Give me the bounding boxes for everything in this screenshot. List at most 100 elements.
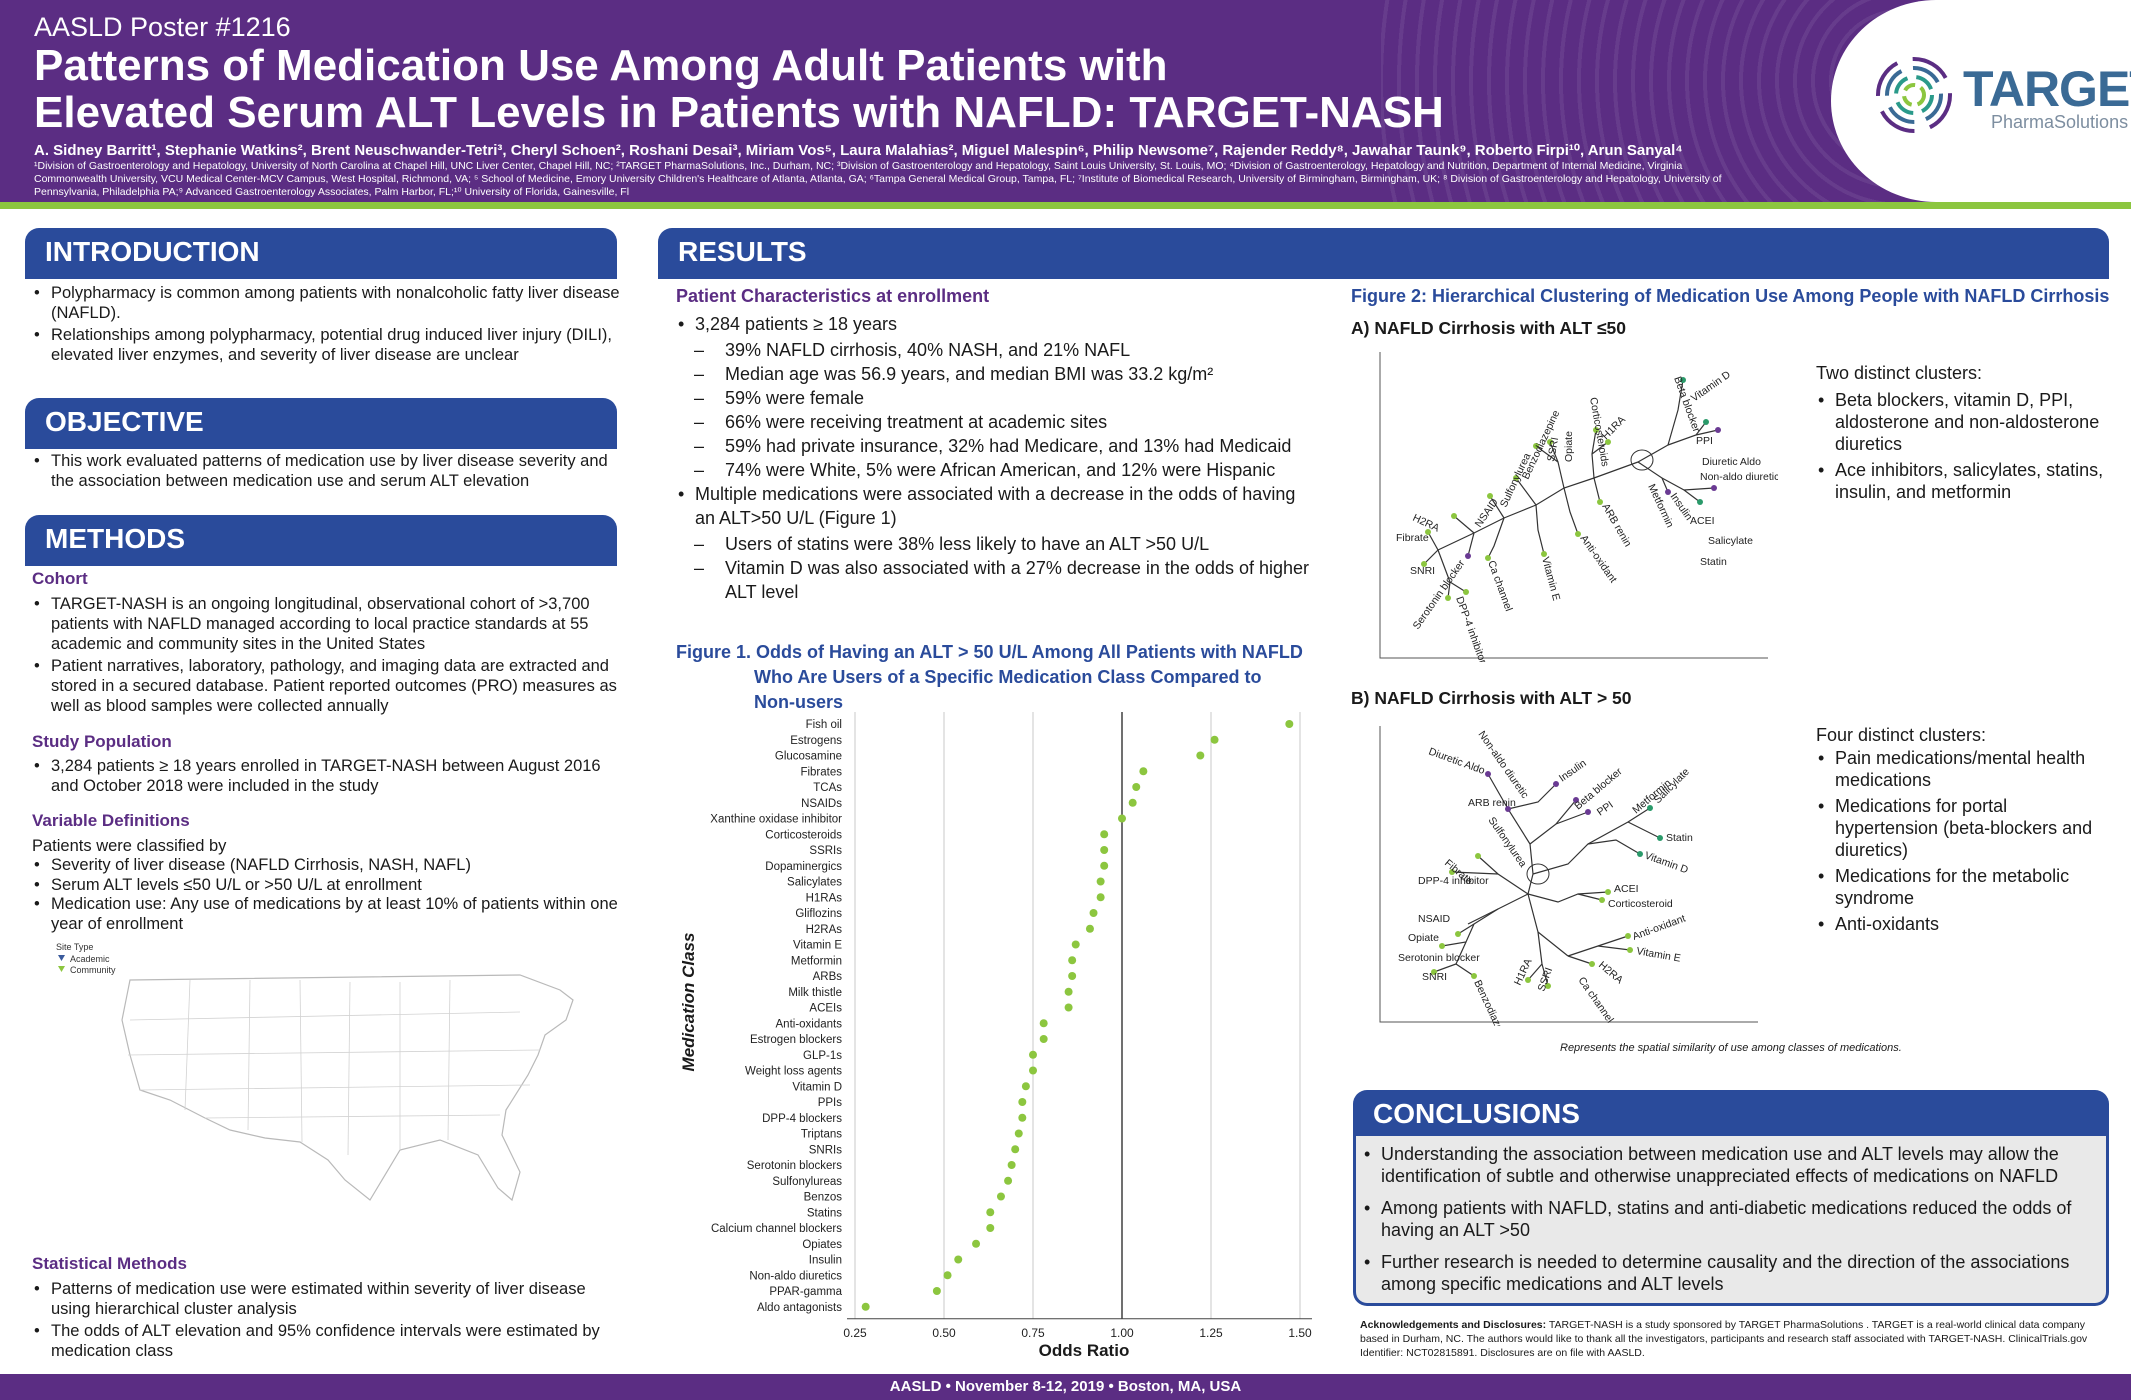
odds-ratio-point [972, 1239, 981, 1248]
odds-ratio-point [1089, 909, 1098, 917]
objective-heading: OBJECTIVE [25, 398, 617, 449]
leaf-label: ACEI [1690, 515, 1715, 527]
dendrogram-a-leaf-points [1421, 377, 1721, 601]
figure-2a-intro: Two distinct clusters: [1816, 363, 1983, 383]
poster-title-line-2: Elevated Serum ALT Levels in Patients wi… [34, 88, 1444, 137]
odds-ratio-point [932, 1287, 941, 1295]
medication-class-label: Salicylates [787, 877, 842, 889]
logo-panel: TARGET PharmaSolutions [1831, 0, 2131, 202]
medication-class-label: Milk thistle [788, 987, 842, 999]
logo-wordmark: TARGET [1963, 61, 2131, 117]
medication-class-label: Insulin [809, 1255, 842, 1267]
conclusions-list: Understanding the association between me… [1362, 1143, 2097, 1297]
us-site-map: Site Type Academic Community [56, 942, 574, 1202]
results-bullet: Multiple medications were associated wit… [676, 482, 1316, 530]
medication-class-labels: Fish oil Estrogens Glucosamine Fibrates TCAs… [710, 719, 842, 1314]
leaf-label: Ca channel [1485, 559, 1514, 613]
medication-class-label: Triptans [801, 1129, 842, 1141]
odds-ratio-point [1118, 814, 1126, 823]
odds-ratio-point [1064, 987, 1073, 996]
statistical-methods-subheading: Statistical Methods [32, 1254, 187, 1273]
medication-class-label: Xanthine oxidase inhibitor [710, 814, 842, 826]
leaf-label: PPI [1696, 435, 1713, 447]
medication-class-label: Calcium channel blockers [711, 1223, 842, 1235]
leaf-label: PPI [1595, 799, 1616, 819]
leaf-label: Ca channel [1576, 975, 1616, 1025]
results-subbullet: 59% were female [676, 386, 1316, 410]
dendrogram-b-branches [1433, 773, 1661, 987]
statistical-methods-bullet: The odds of ALT elevation and 95% confid… [32, 1321, 628, 1361]
odds-ratio-point [1096, 893, 1105, 902]
leaf-label: Serotonin blocker [1398, 952, 1480, 964]
leaf-label: SSRI [1536, 966, 1556, 993]
conclusions-heading: CONCLUSIONS [1353, 1090, 2109, 1141]
poster-title-line-1: Patterns of Medication Use Among Adult P… [34, 41, 1168, 90]
medication-class-label: Vitamin E [793, 940, 842, 952]
leaf-label: SNRI [1422, 971, 1447, 983]
medication-class-label: Fibrates [800, 766, 842, 778]
leaf-label: Statin [1700, 556, 1727, 568]
medication-class-label: H2RAs [806, 924, 843, 936]
medication-class-label: TCAs [813, 782, 842, 794]
poster-number: AASLD Poster #1216 [34, 12, 291, 42]
medication-class-label: SSRIs [809, 845, 842, 857]
dendrogram-alt-gt-50: Non-aldo diuretic Diuretic Aldo Insulin … [1379, 726, 1758, 1026]
poster-title: Patterns of Medication Use Among Adult P… [34, 42, 1514, 136]
study-population-subheading: Study Population [32, 732, 172, 751]
results-bullet: 3,284 patients ≥ 18 years [676, 312, 1316, 336]
medication-class-label: PPAR-gamma [769, 1286, 842, 1298]
figure-1-title-line-3: Non-users [754, 692, 844, 712]
leaf-label: Metformin [1645, 482, 1676, 530]
leaf-label: Diuretic Aldo [1702, 456, 1761, 468]
leaf-label: Statin [1666, 832, 1693, 844]
leaf-label: Vitamin E [1635, 945, 1681, 965]
dendrogram-a-branches [1423, 379, 1719, 599]
map-legend-academic: Academic [70, 954, 110, 964]
medication-class-label: Non-aldo diuretics [749, 1270, 842, 1282]
variable-definition-bullet: Serum ALT levels ≤50 U/L or >50 U/L at e… [32, 876, 628, 896]
leaf-label: DPP-4 inhibitor [1453, 595, 1489, 662]
state-borders [127, 979, 541, 1156]
odds-ratio-point [986, 1224, 995, 1232]
introduction-heading: INTRODUCTION [25, 228, 617, 279]
leaf-label: Vitamin D [1643, 850, 1690, 877]
odds-ratio-point [986, 1208, 995, 1217]
cohort-subheading: Cohort [32, 569, 88, 588]
dendrogram-frame [1379, 726, 1758, 1023]
objective-list: This work evaluated patterns of medicati… [32, 451, 622, 493]
cluster-description-bullet: Medications for the metabolic syndrome [1816, 865, 2106, 909]
affiliation-list: ¹Division of Gastroenterology and Hepato… [34, 160, 1722, 198]
leaf-label: Anti-oxidant [1631, 913, 1687, 943]
figure-2-title: Figure 2: Hierarchical Clustering of Med… [1351, 286, 2110, 306]
odds-ratio-point [996, 1192, 1005, 1201]
medication-class-label: Anti-oxidants [776, 1018, 843, 1030]
leaf-label: Anti-oxidant [1578, 533, 1620, 585]
odds-ratio-point [1004, 1176, 1013, 1185]
figure-2a-title: A) NAFLD Cirrhosis with ALT ≤50 [1351, 318, 1627, 338]
odds-ratio-point [1014, 1129, 1023, 1138]
odds-ratio-point [1039, 1035, 1048, 1043]
cluster-description-bullet: Anti-oxidants [1816, 913, 2106, 935]
leaf-label: Corticosteroid [1608, 898, 1673, 910]
community-marker-icon [58, 966, 65, 972]
objective-bullet: This work evaluated patterns of medicati… [32, 451, 622, 491]
odds-ratio-point [1210, 735, 1219, 744]
results-subbullet: 66% were receiving treatment at academic… [676, 410, 1316, 434]
medication-class-label: Weight loss agents [745, 1066, 842, 1078]
results-subbullet: Users of statins were 38% less likely to… [676, 532, 1316, 556]
odds-ratio-point [1021, 1082, 1030, 1091]
leaf-label: Sulfonylurea [1486, 815, 1529, 870]
leaf-label: Opiate [1408, 932, 1439, 944]
leaf-label: Benzodiazepine [1471, 978, 1514, 1026]
introduction-bullet: Polypharmacy is common among patients wi… [32, 283, 622, 323]
acknowledgements-label: Acknowledgements and Disclosures: [1360, 1319, 1547, 1331]
medication-class-label: Glucosamine [775, 751, 842, 763]
leaf-label: ARB renin [1468, 797, 1516, 809]
medication-class-label: Opiates [802, 1239, 842, 1251]
odds-ratio-point [1128, 798, 1137, 807]
leaf-label: ARB renin [1599, 502, 1633, 550]
leaf-label: H1RA [1512, 957, 1535, 987]
odds-ratio-point [1071, 940, 1080, 949]
variable-definitions-intro: Patients were classified by [32, 837, 227, 855]
variable-definitions-list: Severity of liver disease (NAFLD Cirrhos… [32, 856, 628, 934]
